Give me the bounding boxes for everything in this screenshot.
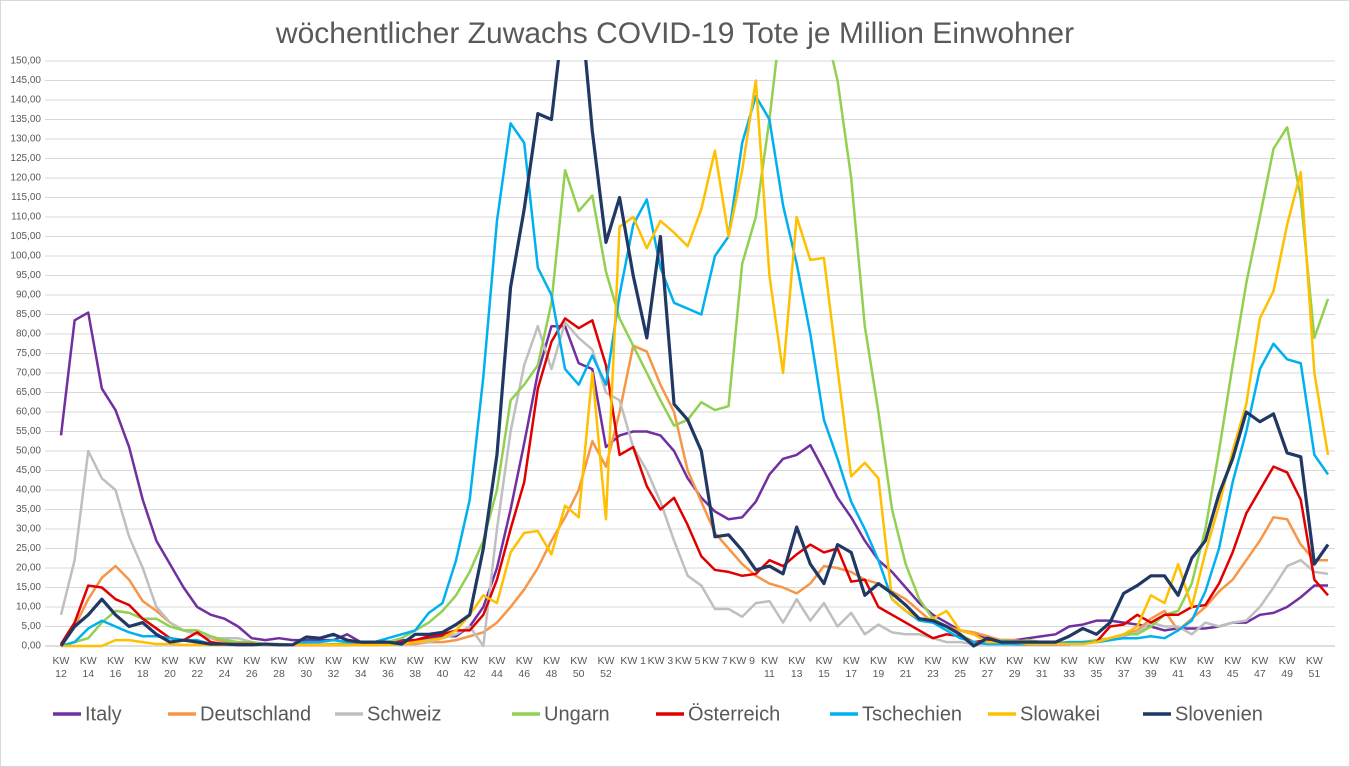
x-tick-label: KW 18 [134, 655, 152, 680]
x-tick-label: KW 14 [79, 655, 97, 680]
x-tick-label: KW 22 [188, 655, 206, 680]
y-tick-label: 65,00 [16, 387, 41, 398]
x-tick-label: KW 36 [379, 655, 397, 680]
y-tick-label: 105,00 [10, 231, 41, 242]
y-tick-label: 80,00 [16, 329, 41, 340]
x-tick-label: KW 35 [1087, 655, 1105, 680]
y-tick-label: 50,00 [16, 446, 41, 457]
x-tick-label: KW 41 [1169, 655, 1187, 680]
x-tick-label: KW 15 [815, 655, 833, 680]
y-tick-label: 70,00 [16, 368, 41, 379]
x-tick-label: KW 48 [542, 655, 560, 680]
legend-label: Tschechien [862, 703, 962, 725]
x-tick-label: KW 19 [869, 655, 887, 680]
x-tick-label: KW 23 [924, 655, 942, 680]
x-tick-label: KW 30 [297, 655, 315, 680]
x-tick-label: KW 27 [978, 655, 996, 680]
y-tick-label: 100,00 [10, 251, 41, 262]
legend-label: Slovenien [1175, 703, 1263, 725]
legend-label: Schweiz [367, 703, 441, 725]
y-tick-label: 60,00 [16, 407, 41, 418]
y-tick-label: 15,00 [16, 582, 41, 593]
x-tick-label: KW 40 [433, 655, 451, 680]
x-tick-label: KW 25 [951, 655, 969, 680]
x-tick-label: KW 21 [897, 655, 915, 680]
legend-label: Ungarn [544, 703, 610, 725]
x-tick-label: KW 50 [570, 655, 588, 680]
x-tick-label: KW 13 [788, 655, 806, 680]
y-tick-label: 25,00 [16, 543, 41, 554]
x-tick-label: KW 33 [1060, 655, 1078, 680]
y-tick-label: 150,00 [10, 56, 41, 67]
y-tick-label: 90,00 [16, 290, 41, 301]
x-tick-label: KW 9 [729, 655, 755, 667]
legend-label: Deutschland [200, 703, 311, 725]
y-tick-label: 5,00 [22, 621, 42, 632]
x-tick-label: KW 34 [352, 655, 370, 680]
x-tick-label: KW 31 [1033, 655, 1051, 680]
y-tick-label: 110,00 [11, 212, 41, 223]
x-tick-label: KW 44 [488, 655, 506, 680]
x-tick-label: KW 7 [702, 655, 728, 667]
x-tick-label: KW 24 [216, 655, 233, 680]
x-tick-label: KW 43 [1196, 655, 1214, 680]
x-tick-label: KW 37 [1115, 655, 1133, 680]
x-tick-label: KW 26 [243, 655, 261, 680]
legend-label: Italy [85, 703, 122, 725]
y-tick-label: 130,00 [10, 134, 41, 145]
x-tick-label: KW 28 [270, 655, 288, 680]
x-tick-label: KW 17 [842, 655, 860, 680]
y-tick-label: 95,00 [16, 270, 41, 281]
y-tick-label: 20,00 [16, 563, 41, 574]
x-tick-label: KW 5 [674, 655, 701, 667]
x-tick-label: KW 39 [1142, 655, 1160, 680]
y-tick-label: 125,00 [10, 153, 41, 164]
plot-lines [59, 60, 1330, 648]
y-tick-label: 30,00 [16, 524, 41, 535]
x-tick-label: KW 16 [107, 655, 124, 680]
x-tick-label: KW 45 [1224, 655, 1242, 680]
chart-title: wöchentlicher Zuwachs COVID-19 Tote je M… [275, 17, 1074, 50]
x-tick-label: KW 1 [620, 655, 647, 667]
x-tick-label: KW 49 [1278, 655, 1296, 680]
x-tick-label: KW 46 [515, 655, 533, 680]
y-tick-label: 0,00 [22, 641, 42, 652]
x-tick-label: KW 32 [325, 655, 342, 680]
y-tick-label: 45,00 [16, 465, 41, 476]
x-tick-label: KW 11 [760, 655, 778, 680]
y-tick-label: 85,00 [16, 309, 41, 320]
y-tick-label: 10,00 [16, 602, 41, 613]
y-tick-label: 115,00 [11, 192, 41, 203]
y-tick-label: 140,00 [10, 95, 41, 106]
y-tick-label: 145,00 [10, 75, 41, 86]
x-tick-label: KW 29 [1006, 655, 1024, 680]
legend-label: Österreich [688, 703, 780, 725]
x-tick-label: KW 20 [161, 655, 179, 680]
x-tick-label: KW 12 [52, 655, 70, 680]
series-line [59, 60, 1330, 648]
x-tick-label: KW 47 [1251, 655, 1269, 680]
x-tick-label: KW 3 [647, 655, 674, 667]
y-tick-label: 35,00 [16, 504, 41, 515]
x-tick-label: KW 42 [461, 655, 479, 680]
y-tick-label: 135,00 [10, 114, 41, 125]
y-tick-label: 40,00 [16, 485, 41, 496]
y-tick-label: 75,00 [16, 348, 41, 359]
y-tick-label: 55,00 [16, 426, 41, 437]
y-tick-label: 120,00 [10, 173, 41, 184]
x-tick-label: KW 51 [1305, 655, 1323, 680]
x-tick-label: KW 52 [597, 655, 615, 680]
x-tick-label: KW 38 [406, 655, 424, 680]
legend-label: Slowakei [1020, 703, 1100, 725]
